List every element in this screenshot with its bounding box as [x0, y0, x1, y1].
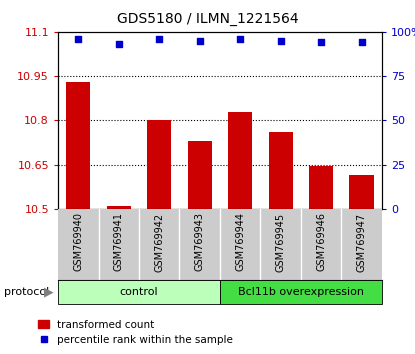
- Text: GSM769944: GSM769944: [235, 212, 245, 272]
- Text: GSM769943: GSM769943: [195, 212, 205, 272]
- Bar: [147, 120, 171, 209]
- Bar: [66, 82, 90, 209]
- Bar: [309, 166, 333, 209]
- Text: protocol: protocol: [4, 287, 49, 297]
- Text: control: control: [120, 287, 159, 297]
- Text: GSM769940: GSM769940: [73, 212, 83, 272]
- Bar: [220, 280, 382, 304]
- Bar: [58, 280, 220, 304]
- Point: [237, 36, 244, 42]
- Point: [75, 36, 82, 42]
- Text: GDS5180 / ILMN_1221564: GDS5180 / ILMN_1221564: [117, 12, 298, 27]
- Bar: [228, 112, 252, 209]
- Text: GSM769945: GSM769945: [276, 212, 286, 272]
- Text: Bcl11b overexpression: Bcl11b overexpression: [238, 287, 364, 297]
- Text: ▶: ▶: [44, 285, 53, 298]
- Bar: [269, 132, 293, 209]
- Legend: transformed count, percentile rank within the sample: transformed count, percentile rank withi…: [39, 320, 233, 345]
- Bar: [188, 141, 212, 209]
- Text: GSM769946: GSM769946: [316, 212, 326, 272]
- Point: [318, 40, 325, 45]
- Text: GSM769941: GSM769941: [114, 212, 124, 272]
- Point: [196, 38, 203, 44]
- Point: [115, 41, 122, 47]
- Point: [156, 36, 163, 42]
- Text: GSM769942: GSM769942: [154, 212, 164, 272]
- Bar: [107, 206, 131, 209]
- Point: [358, 40, 365, 45]
- Point: [277, 38, 284, 44]
- Text: GSM769947: GSM769947: [356, 212, 366, 272]
- Bar: [349, 175, 374, 209]
